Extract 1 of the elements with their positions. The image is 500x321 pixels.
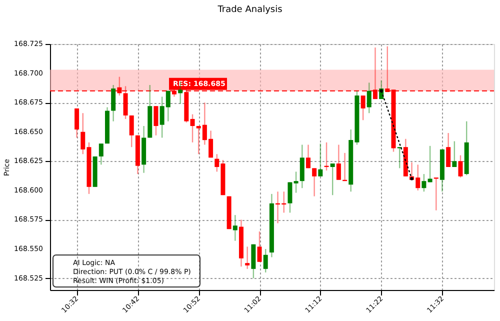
chart-title: Trade Analysis bbox=[216, 5, 283, 15]
